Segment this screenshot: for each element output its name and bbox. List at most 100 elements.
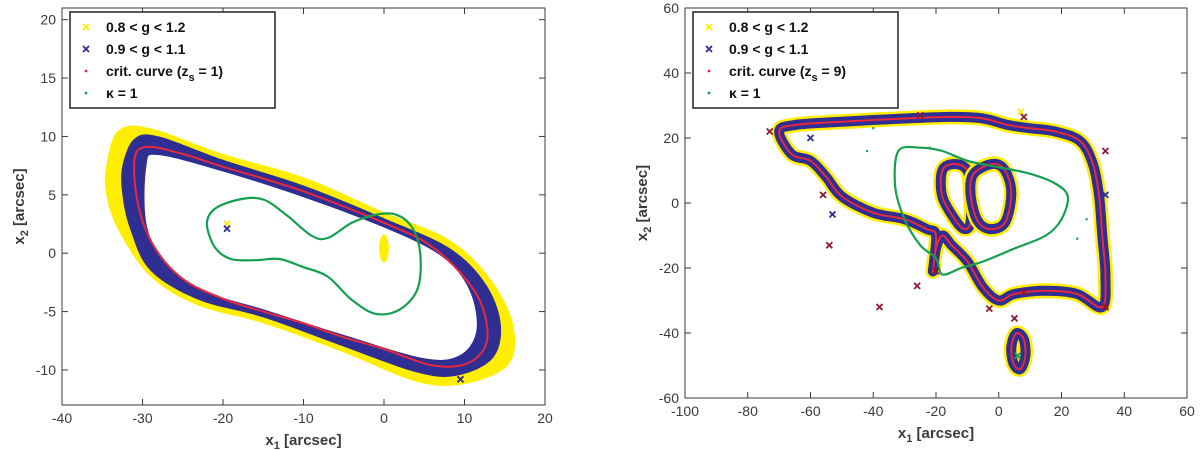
left-xlabel-rest: [arcsec] (280, 432, 342, 449)
left-xtick-label-1: -30 (132, 410, 152, 426)
right-legend-label-main-3: κ = 1 (729, 85, 761, 101)
right-ylabel-main: x (634, 232, 651, 241)
right-marker-15 (1101, 191, 1110, 199)
right-legend-marker-1 (705, 45, 713, 53)
right-marker-1 (806, 134, 815, 142)
right-xtick-label-7: 40 (1116, 403, 1132, 419)
right-ytick-label-4: 20 (663, 130, 679, 146)
left-marker-1 (223, 225, 231, 233)
left-xtick-label-4: 0 (380, 410, 388, 426)
right-series-4 (893, 145, 1070, 276)
left-ytick-label-5: 15 (40, 70, 56, 86)
right-legend-label-main-0: 0.8 < g < 1.2 (729, 19, 809, 35)
right-dot-0 (872, 127, 875, 130)
left-xlabel-sub: 1 (274, 440, 280, 450)
right-legend-label-2: crit. curve (zs = 9) (729, 63, 846, 84)
left-xtick-label-0: -40 (52, 410, 72, 426)
left-yellow-blob (379, 234, 389, 263)
right-legend-label-sub-2: s (811, 72, 817, 84)
right-legend-label-0: 0.8 < g < 1.2 (729, 19, 809, 35)
left-xlabel-main: x (265, 432, 274, 449)
right-marker-13 (1010, 314, 1019, 323)
left-band-inner (144, 154, 477, 360)
left-series-0 (133, 145, 489, 368)
left-ytick-label-6: 20 (40, 12, 56, 28)
right-marker-2 (819, 191, 827, 199)
right-ytick-label-3: 0 (671, 195, 679, 211)
right-xtick-label-1: -80 (738, 403, 758, 419)
right-ytick-label-1: -40 (659, 325, 679, 341)
right-ylabel: x2 [arcsec] (634, 165, 654, 241)
right-ytick-label-6: 60 (663, 0, 679, 16)
left-series-1 (205, 196, 422, 316)
right-xlabel-sub: 1 (906, 433, 912, 445)
right-legend-label-3: κ = 1 (729, 85, 761, 101)
left-legend-label-rest-2: = 1) (195, 63, 223, 79)
left-xtick-label-5: 10 (457, 410, 473, 426)
right-xtick-label-4: -20 (926, 403, 946, 419)
right-dot-2 (1075, 237, 1079, 240)
right-legend-box (692, 11, 899, 109)
left-legend-marker-2 (84, 69, 88, 73)
left-ytick-label-2: 0 (48, 245, 56, 261)
right-marker-5 (875, 303, 884, 311)
right-xtick-label-0: -100 (671, 403, 699, 419)
left-legend-label-sub-2: s (188, 72, 194, 84)
left-ytick-label-4: 10 (40, 128, 56, 144)
right-series-2 (969, 162, 1013, 231)
right-dot-3 (1085, 218, 1088, 221)
right-xlabel: x1 [arcsec] (898, 425, 974, 445)
left-ylabel-main: x (11, 236, 28, 245)
left-legend-marker-0 (82, 23, 90, 31)
left-xtick-label-3: -10 (293, 410, 313, 426)
left-xtick-label-6: 20 (537, 410, 553, 426)
left-legend-label-2: crit. curve (zs = 1) (106, 63, 223, 84)
right-ylabel-sub: 2 (642, 227, 654, 233)
right-xtick-label-5: 0 (995, 403, 1003, 419)
left-legend-label-3: κ = 1 (106, 85, 138, 101)
right-marker-14 (1101, 147, 1110, 155)
right-ytick-label-5: 40 (663, 65, 679, 81)
right-marker-3 (828, 210, 837, 219)
left-xlabel: x1 [arcsec] (265, 432, 341, 450)
right-legend-label-main-2: crit. curve (z (729, 63, 811, 79)
right-legend-marker-3 (707, 91, 711, 95)
right-xtick-label-2: -60 (800, 403, 820, 419)
left-marker-2 (456, 375, 465, 383)
left-legend-label-0: 0.8 < g < 1.2 (106, 19, 186, 35)
right-marker-11 (1020, 113, 1028, 121)
right-dot-4 (928, 146, 931, 149)
right-ylabel-rest: [arcsec] (634, 165, 651, 227)
right-legend-label-rest-2: = 9) (818, 63, 846, 79)
left-ytick-label-0: -10 (36, 362, 56, 378)
left-legend-label-main-1: 0.9 < g < 1.1 (106, 41, 186, 57)
left-legend-marker-3 (84, 91, 88, 95)
right-xlabel-rest: [arcsec] (912, 425, 974, 442)
left-ytick-label-3: 5 (48, 187, 56, 203)
left-legend-box (69, 11, 276, 109)
left-ylabel-rest: [arcsec] (11, 168, 28, 230)
left-ylabel: x2 [arcsec] (11, 168, 31, 244)
right-ytick-label-2: -20 (659, 260, 679, 276)
right-legend-label-main-1: 0.9 < g < 1.1 (729, 41, 809, 57)
right-ytick-label-0: -60 (659, 390, 679, 406)
right-marker-12 (1020, 288, 1028, 297)
right-marker-10 (1017, 108, 1025, 116)
right-marker-8 (932, 267, 940, 275)
right-dot-1 (865, 149, 869, 153)
left-legend-label-main-3: κ = 1 (106, 85, 138, 101)
right-xlabel-main: x (898, 425, 907, 442)
right-legend-marker-2 (707, 69, 711, 73)
right-series-0 (778, 115, 1107, 309)
right-marker-9 (985, 304, 993, 313)
right-marker-6 (913, 282, 921, 290)
left-ytick-label-1: -5 (44, 304, 57, 320)
left-xtick-label-2: -20 (213, 410, 233, 426)
left-legend-label-main-2: crit. curve (z (106, 63, 188, 79)
right-xtick-label-8: 60 (1179, 403, 1195, 419)
right-plot-area (766, 108, 1114, 377)
right-marker-16 (1101, 303, 1110, 311)
left-legend-label-1: 0.9 < g < 1.1 (106, 41, 186, 57)
